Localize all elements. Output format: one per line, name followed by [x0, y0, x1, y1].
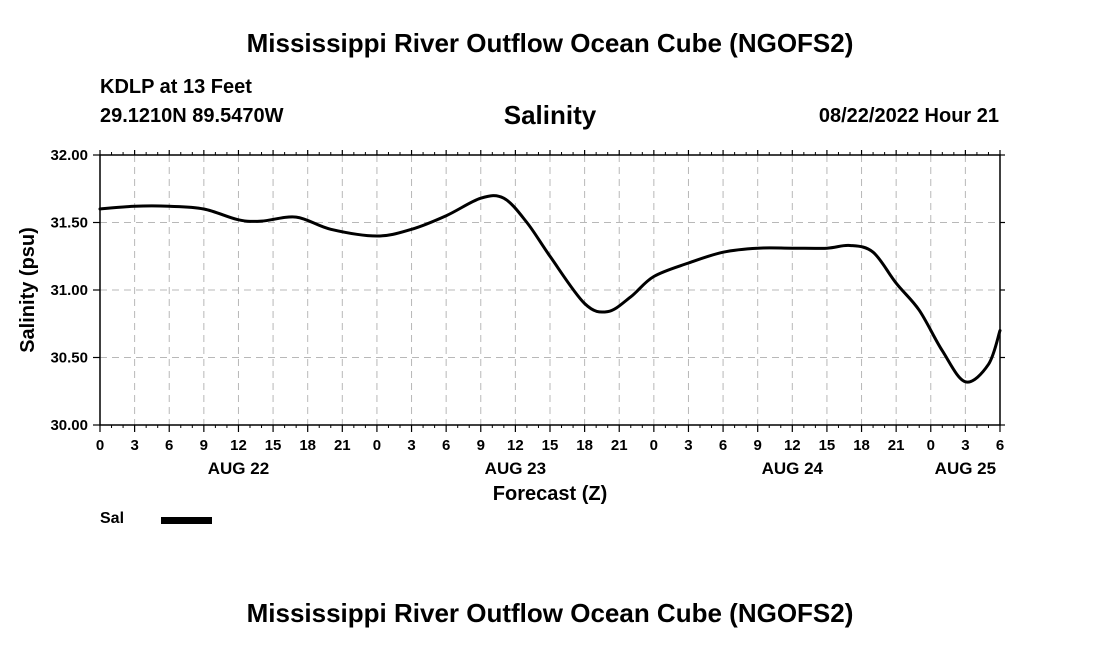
legend-swatch: [161, 517, 212, 524]
x-tick-label: 0: [650, 437, 658, 454]
axis-ticks: [93, 150, 1005, 432]
x-tick-label: 3: [684, 437, 692, 454]
date-label: AUG 23: [485, 459, 546, 478]
x-tick-label: 15: [819, 437, 836, 454]
x-tick-label: 9: [477, 437, 485, 454]
x-tick-label: 6: [165, 437, 173, 454]
x-tick-label: 15: [265, 437, 282, 454]
footer-title: Mississippi River Outflow Ocean Cube (NG…: [246, 598, 854, 628]
x-tick-label: 12: [784, 437, 801, 454]
y-tick-label: 30.50: [50, 350, 88, 367]
x-tick-label: 3: [130, 437, 138, 454]
plot-frame: [99, 154, 1001, 426]
x-tick-label: 6: [719, 437, 727, 454]
x-tick-label: 18: [576, 437, 593, 454]
x-tick-label: 0: [96, 437, 104, 454]
x-tick-label: 3: [407, 437, 415, 454]
x-tick-label: 18: [299, 437, 316, 454]
legend-label: Sal: [100, 510, 125, 527]
grid: [100, 155, 1000, 425]
x-axis-label: Forecast (Z): [493, 483, 607, 505]
date-label: AUG 22: [208, 459, 269, 478]
x-tick-label: 0: [927, 437, 935, 454]
y-tick-labels: 30.00 30.50 31.00 31.50 32.00: [50, 147, 88, 434]
station-label: KDLP at 13 Feet: [100, 76, 252, 98]
x-tick-label: 12: [230, 437, 247, 454]
x-tick-label: 21: [888, 437, 905, 454]
x-tick-label: 18: [853, 437, 870, 454]
x-tick-label: 12: [507, 437, 524, 454]
date-label: AUG 24: [762, 459, 824, 478]
y-tick-label: 31.50: [50, 215, 88, 232]
y-tick-label: 31.00: [50, 282, 88, 299]
series-line-sal: [98, 194, 1002, 384]
chart-title: Mississippi River Outflow Ocean Cube (NG…: [246, 28, 854, 58]
x-tick-label: 6: [442, 437, 450, 454]
forecast-timestamp: 08/22/2022 Hour 21: [818, 105, 999, 127]
x-tick-label: 15: [542, 437, 559, 454]
x-tick-labels: 0 3 6 9 12 15 18 21 0 3 6 9 12 15 18 21 0 3 6 9 12 15 18 21 0 3 6: [96, 437, 1004, 454]
y-axis-label: Salinity (psu): [17, 227, 39, 353]
x-tick-label: 9: [200, 437, 208, 454]
x-tick-label: 3: [961, 437, 969, 454]
parameter-title: Salinity: [503, 100, 597, 130]
x-tick-label: 21: [611, 437, 628, 454]
date-labels: AUG 22 AUG 23 AUG 24 AUG 25: [208, 459, 996, 478]
y-tick-label: 32.00: [50, 147, 88, 164]
station-coordinates: 29.1210N 89.5470W: [100, 105, 284, 127]
x-tick-label: 9: [754, 437, 762, 454]
date-label: AUG 25: [935, 459, 996, 478]
y-tick-label: 30.00: [50, 417, 88, 434]
x-tick-label: 21: [334, 437, 351, 454]
x-tick-label: 0: [373, 437, 381, 454]
x-tick-label: 6: [996, 437, 1004, 454]
